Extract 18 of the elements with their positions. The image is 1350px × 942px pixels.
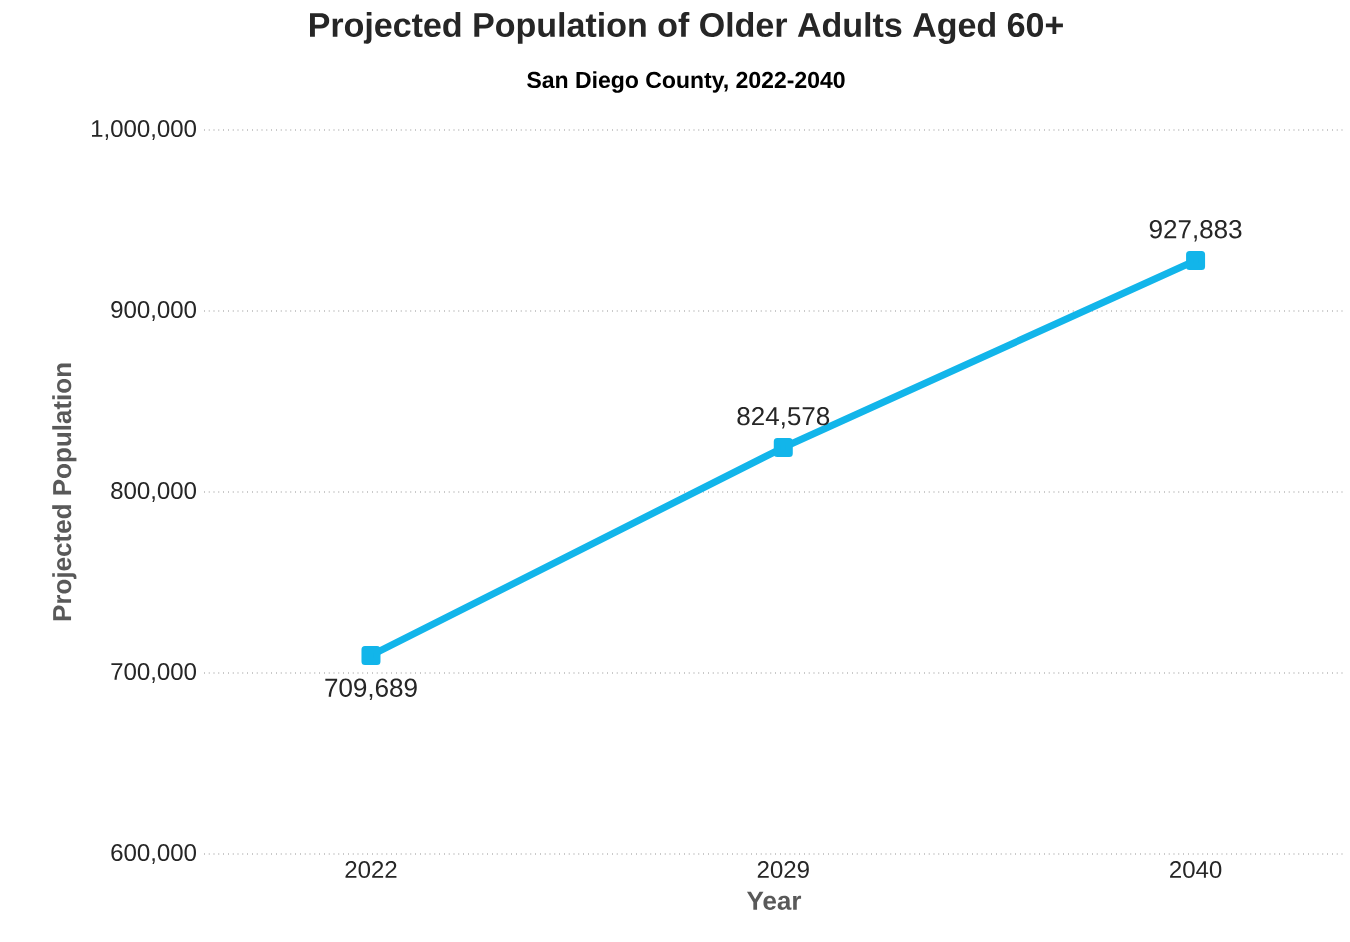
data-label: 927,883 (1149, 219, 1242, 242)
y-axis-title: Projected Population (52, 363, 77, 621)
point (361, 645, 381, 665)
y-tick-label: 600,000 (111, 844, 196, 864)
chart-subtitle: San Diego County, 2022-2040 (527, 71, 845, 93)
point (773, 438, 793, 457)
y-tick-label: 900,000 (111, 301, 196, 321)
x-tick-label: 2029 (757, 861, 809, 879)
x-tick-label: 2040 (1170, 861, 1222, 879)
y-tick-label: 700,000 (111, 663, 196, 683)
x-tick-label: 2022 (345, 861, 397, 879)
y-tick-label: 800,000 (111, 482, 196, 502)
data-label: 824,578 (737, 406, 830, 429)
y-tick-label: 1,000,000 (91, 120, 196, 140)
data-label: 709,689 (325, 678, 417, 700)
x-axis-title: Year (746, 891, 802, 910)
point (1186, 251, 1206, 271)
chart-title: Projected Population of Older Adults Aged 60+ (310, 12, 1063, 44)
